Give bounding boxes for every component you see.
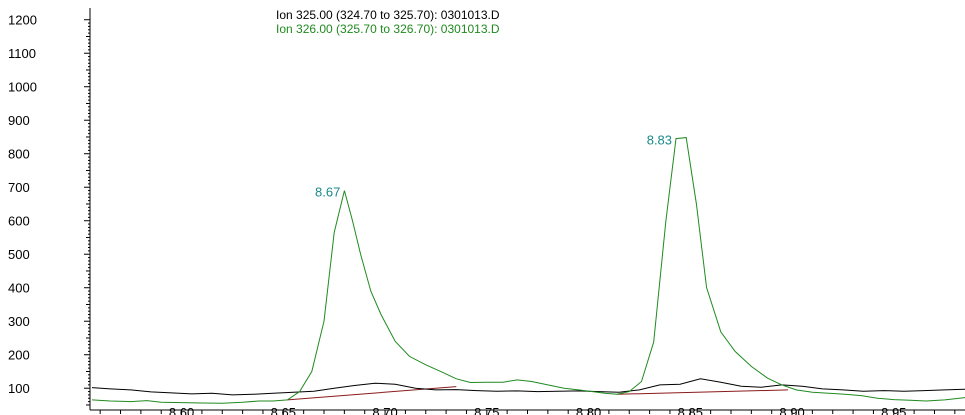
peak-labels: 8.67 8.83 <box>315 133 672 200</box>
y-tick-label: 700 <box>8 180 30 195</box>
y-tick-label: 1000 <box>8 80 37 95</box>
y-tick-label: 100 <box>8 381 30 396</box>
chart-series <box>91 137 965 404</box>
x-tick-label: 8.80 <box>576 405 601 415</box>
y-tick-label: 800 <box>8 147 30 162</box>
integration-baselines <box>287 386 789 401</box>
x-tick-label: 8.65 <box>271 405 296 415</box>
x-tick-label: 8.60 <box>169 405 194 415</box>
x-tick-label: 8.70 <box>372 405 397 415</box>
y-tick-label: 900 <box>8 113 30 128</box>
y-tick-label: 200 <box>8 348 30 363</box>
y-axis: 100 200 300 400 500 600 700 800 900 1000 1100 1200 <box>8 8 91 410</box>
y-tick-label: 1100 <box>8 46 36 61</box>
legend: Ion 325.00 (324.70 to 325.70): 0301013.D… <box>276 8 500 36</box>
y-tick-label: 1200 <box>8 13 37 28</box>
peak-label: 8.67 <box>315 185 340 200</box>
y-axis-ticks: 100 200 300 400 500 600 700 800 900 1000 1100 1200 <box>8 13 90 406</box>
baseline-line <box>287 386 457 401</box>
y-tick-label: 300 <box>8 314 30 329</box>
y-tick-label: 500 <box>8 247 30 262</box>
y-tick-label: 400 <box>8 281 30 296</box>
peak-label: 8.83 <box>647 133 672 148</box>
legend-entry-ion-326: Ion 326.00 (325.70 to 326.70): 0301013.D <box>276 22 500 36</box>
x-tick-label: 8.90 <box>779 405 804 415</box>
series-line-ion-326 <box>91 137 965 404</box>
series-line-ion-325 <box>91 378 965 396</box>
y-tick-label: 600 <box>8 214 30 229</box>
x-axis: 8.60 8.65 8.70 8.75 8.80 8.85 8.90 8.95 <box>90 405 965 415</box>
baseline-line <box>616 389 789 395</box>
x-tick-label: 8.85 <box>678 405 703 415</box>
legend-entry-ion-325: Ion 325.00 (324.70 to 325.70): 0301013.D <box>276 8 500 22</box>
x-tick-label: 8.95 <box>881 405 906 415</box>
x-axis-ticks: 8.60 8.65 8.70 8.75 8.80 8.85 8.90 8.95 <box>99 405 956 415</box>
x-tick-label: 8.75 <box>474 405 499 415</box>
